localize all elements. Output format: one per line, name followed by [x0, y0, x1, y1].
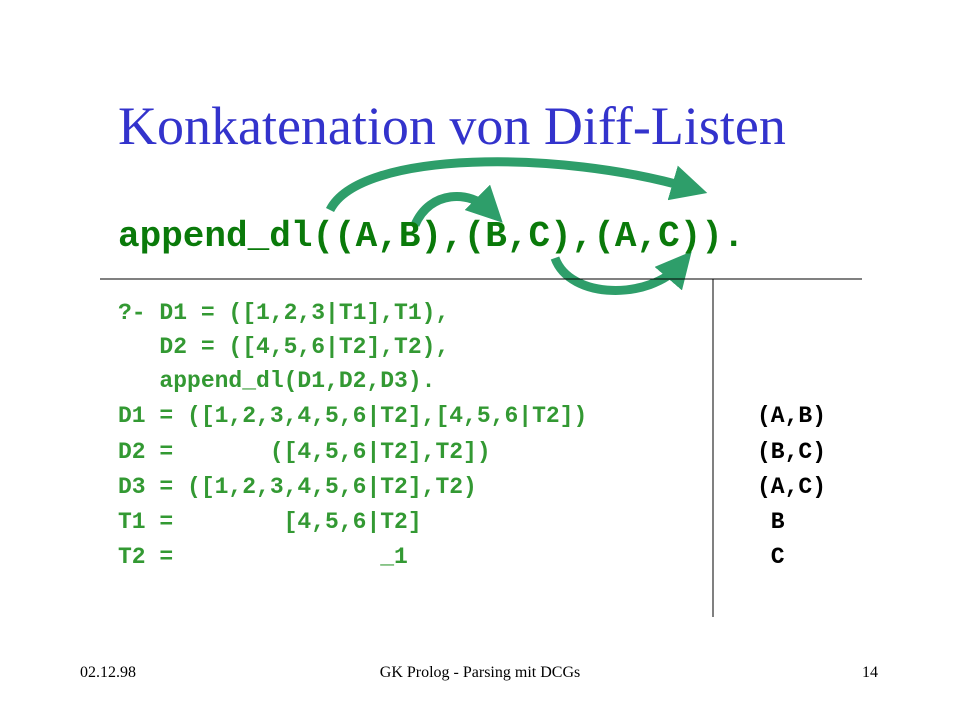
heading: append_dl((A,B),(B,C),(A,C)). — [118, 216, 745, 257]
result-label: (A,B) — [757, 403, 827, 429]
query-line: ?- D1 = ([1,2,3|T1],T1), — [118, 300, 450, 326]
footer-course: GK Prolog - Parsing mit DCGs — [379, 664, 581, 681]
result-label: (B,C) — [757, 439, 827, 465]
result-label: B — [757, 509, 785, 535]
result-label: C — [757, 544, 785, 570]
title: Konkatenation von Diff-Listen — [118, 96, 786, 156]
arrow — [550, 251, 692, 295]
query-line: D2 = ([4,5,6|T2],T2), — [118, 334, 450, 360]
query-line: append_dl(D1,D2,D3). — [118, 368, 436, 394]
footer-date: 02.12.98 — [80, 664, 136, 681]
arrow — [410, 184, 503, 228]
footer-page: 14 — [862, 664, 878, 681]
result-line: T2 = _1 — [118, 544, 408, 570]
result-line: D2 = ([4,5,6|T2],T2]) — [118, 439, 491, 465]
result-line: D3 = ([1,2,3,4,5,6|T2],T2) — [118, 474, 477, 500]
result-label: (A,C) — [757, 474, 827, 500]
result-line: T1 = [4,5,6|T2] — [118, 509, 422, 535]
result-line: D1 = ([1,2,3,4,5,6|T2],[4,5,6|T2]) — [118, 403, 588, 429]
arrow — [325, 157, 708, 213]
